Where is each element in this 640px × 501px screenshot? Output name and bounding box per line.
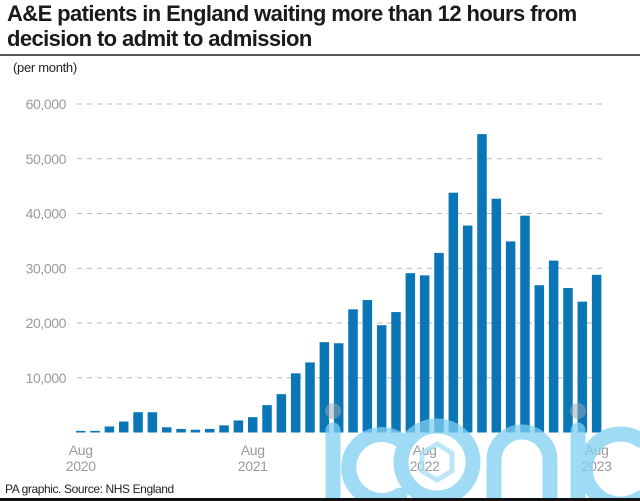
x-tick-label-month: Aug — [69, 442, 93, 458]
y-tick-label: 50,000 — [26, 151, 67, 167]
bar — [462, 225, 473, 433]
bar — [161, 427, 172, 433]
bar — [204, 428, 215, 433]
y-tick-label: 20,000 — [26, 315, 67, 331]
bar — [118, 421, 129, 433]
bars — [76, 134, 602, 433]
bar — [290, 373, 301, 433]
watermark-dot — [325, 403, 341, 419]
watermark-letter-c — [341, 427, 408, 501]
watermark-letter-c — [577, 426, 640, 501]
y-tick-label: 30,000 — [26, 260, 67, 276]
bar — [419, 275, 430, 433]
bar — [190, 429, 201, 433]
bar — [434, 252, 444, 433]
bar — [247, 417, 258, 433]
bar — [448, 192, 459, 433]
title-divider — [0, 54, 640, 56]
x-tick-label-year: 2021 — [238, 458, 268, 474]
bar — [133, 412, 143, 433]
bar — [391, 312, 401, 433]
bar — [305, 362, 315, 433]
bar — [505, 241, 516, 433]
x-tick-label-year: 2022 — [410, 458, 440, 474]
bar — [233, 420, 244, 433]
x-tick-label-month: Aug — [241, 442, 265, 458]
bar — [405, 273, 416, 433]
bar — [219, 425, 229, 433]
chart-title: A&E patients in England waiting more tha… — [7, 1, 577, 51]
bar — [362, 300, 373, 433]
bar — [520, 215, 530, 433]
source-note: PA graphic. Source: NHS England — [5, 482, 174, 496]
y-tick-label: 60,000 — [26, 96, 67, 112]
unit-label: (per month) — [13, 60, 77, 75]
bar — [176, 428, 186, 433]
bar — [548, 260, 559, 433]
y-tick-label: 40,000 — [26, 206, 67, 222]
bar — [477, 134, 487, 433]
bar — [376, 325, 387, 433]
watermark-dot — [570, 403, 586, 419]
hexagon-icon — [419, 441, 455, 483]
bar — [577, 301, 588, 433]
bar — [147, 412, 158, 433]
bottom-rule — [0, 498, 640, 501]
bar — [319, 342, 330, 433]
bar — [534, 285, 545, 433]
bar — [76, 430, 86, 433]
y-tick-label: 10,000 — [26, 370, 67, 386]
bar — [90, 430, 100, 433]
bar — [348, 309, 358, 433]
bar — [491, 198, 502, 433]
bar — [563, 287, 573, 433]
watermark-letter-n — [486, 424, 558, 501]
y-axis-ticks: 10,000 20,000 30,000 40,000 50,000 60,000 — [26, 96, 67, 386]
bar — [262, 405, 272, 433]
x-tick-label-year: 2020 — [66, 458, 96, 474]
bar — [591, 274, 602, 433]
bar — [276, 394, 287, 433]
bar — [333, 343, 344, 433]
bar — [104, 426, 115, 433]
